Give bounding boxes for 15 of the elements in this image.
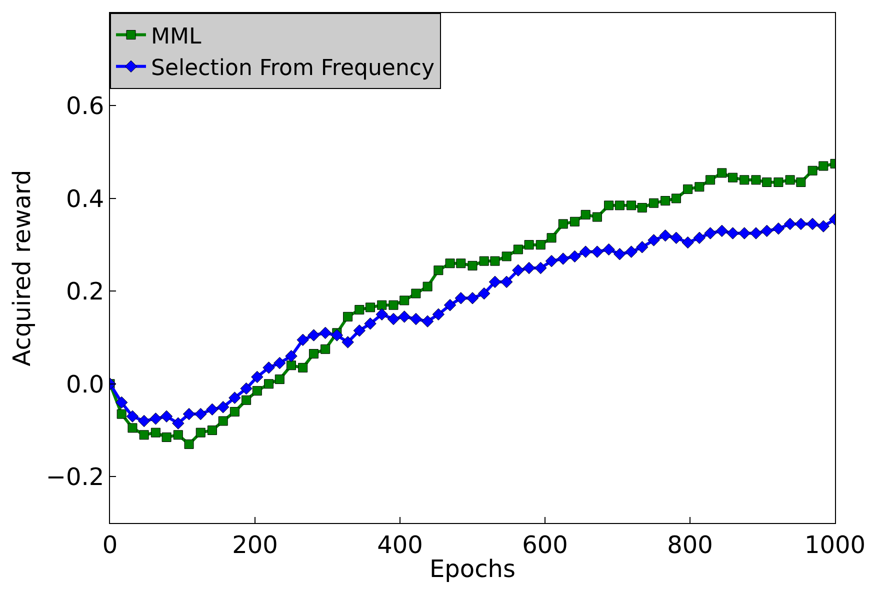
y-tick-label: 0.6	[66, 92, 104, 120]
legend-label: Selection From Frequency	[151, 56, 435, 81]
x-tick-label: 400	[377, 530, 423, 559]
y-tick-label: 0.4	[66, 184, 104, 213]
y-tick-label: −0.2	[46, 463, 104, 492]
x-tick-label: 600	[522, 530, 568, 559]
x-tick-label: 0	[102, 530, 118, 559]
legend-label: MML	[151, 24, 202, 50]
x-tick-label: 800	[667, 530, 713, 559]
x-axis-title: Epochs	[430, 555, 516, 584]
x-tick-label: 200	[232, 530, 278, 559]
y-axis-title: Acquired reward	[8, 170, 36, 366]
x-tick-label: 1000	[804, 530, 866, 559]
y-tick-label: 0.2	[66, 278, 104, 306]
y-tick-label: 0.0	[66, 370, 104, 398]
